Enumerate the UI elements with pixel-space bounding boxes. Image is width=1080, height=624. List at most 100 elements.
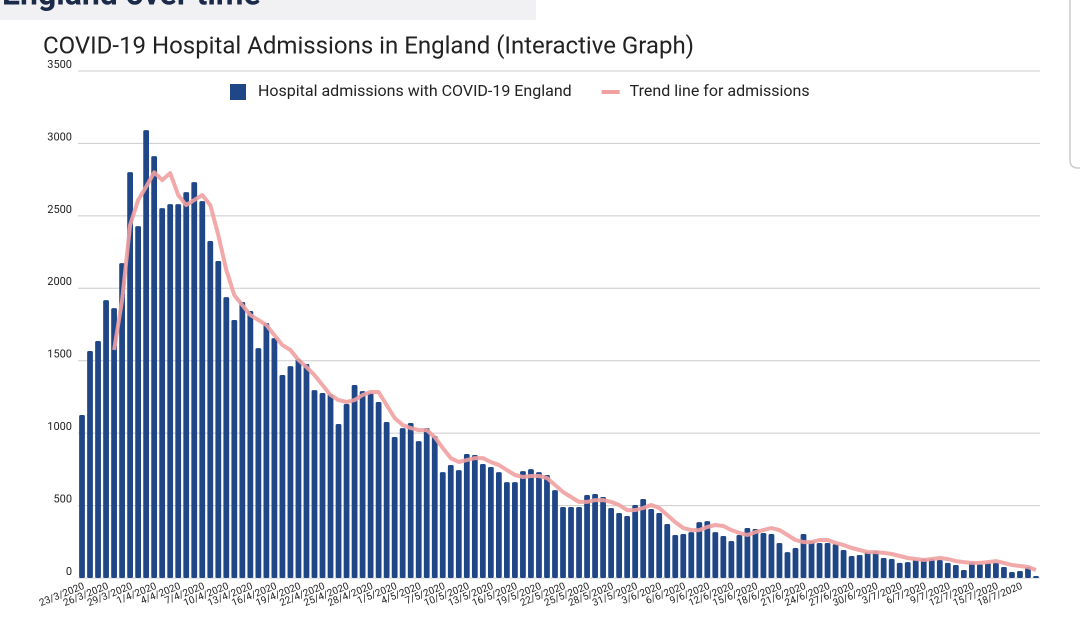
bar <box>439 472 446 578</box>
bar <box>295 359 302 578</box>
bar <box>1033 575 1039 578</box>
bar <box>127 172 133 578</box>
bar <box>608 508 614 578</box>
bar <box>271 338 278 578</box>
bar <box>696 522 703 578</box>
bar <box>624 516 631 578</box>
bar <box>920 559 927 578</box>
bar <box>784 552 791 578</box>
page-heading: England over time <box>2 0 261 12</box>
bar <box>792 548 799 578</box>
bar <box>768 533 775 578</box>
bar <box>560 507 566 578</box>
bar <box>391 437 398 578</box>
bar <box>1001 566 1007 578</box>
bar <box>993 562 999 578</box>
bar <box>896 562 903 578</box>
bar <box>263 323 270 578</box>
bar <box>960 570 967 578</box>
bar <box>95 341 101 578</box>
bar <box>447 465 454 578</box>
bar <box>199 201 206 578</box>
bar <box>495 472 502 578</box>
bar <box>319 393 326 578</box>
bar <box>632 504 639 578</box>
bar <box>944 562 951 578</box>
bar <box>832 543 839 578</box>
bar <box>848 555 855 578</box>
bar <box>79 415 85 578</box>
bar <box>640 499 647 578</box>
bar <box>159 208 166 578</box>
bar <box>856 554 863 578</box>
bar <box>207 241 214 578</box>
bar <box>928 559 935 578</box>
bar <box>255 348 262 578</box>
panel-edge <box>1069 0 1080 169</box>
bar <box>247 311 254 578</box>
bar <box>223 297 230 578</box>
bar <box>688 532 695 578</box>
bar <box>487 467 494 578</box>
bar <box>568 507 574 578</box>
bar <box>335 424 342 578</box>
bar <box>151 156 158 578</box>
bar <box>648 509 655 578</box>
bar <box>87 351 93 578</box>
y-tick-label: 500 <box>53 492 72 505</box>
y-tick-label: 0 <box>66 565 72 578</box>
y-tick-label: 3500 <box>47 58 72 71</box>
bar <box>463 454 470 578</box>
bar <box>183 192 190 578</box>
legend: Hospital admissions with COVID-19 Englan… <box>230 81 810 100</box>
bar <box>1025 566 1031 578</box>
bar <box>279 375 286 578</box>
bar <box>1017 571 1023 578</box>
bar <box>584 494 590 578</box>
bar <box>816 542 823 578</box>
bar <box>287 366 294 578</box>
y-tick-label: 1500 <box>47 348 72 361</box>
bar <box>175 204 182 578</box>
y-tick-label: 3000 <box>47 130 72 143</box>
bar <box>455 470 462 578</box>
bar <box>616 512 623 578</box>
legend-label: Hospital admissions with COVID-19 Englan… <box>258 81 572 100</box>
legend-label: Trend line for admissions <box>630 81 810 100</box>
bar <box>367 393 374 578</box>
bar <box>760 532 767 578</box>
bar <box>912 560 919 578</box>
bar <box>399 428 406 578</box>
bar <box>808 541 815 578</box>
x-tick-label: 18/7/2020 <box>976 581 1025 609</box>
bar <box>528 469 534 578</box>
bar <box>680 533 687 578</box>
bar <box>431 436 438 578</box>
bar <box>119 263 125 578</box>
y-tick-label: 2500 <box>47 203 72 216</box>
bar <box>1009 572 1015 578</box>
bar <box>880 558 887 578</box>
bar <box>704 521 711 578</box>
bar <box>231 320 238 578</box>
bar <box>327 394 334 578</box>
bar <box>143 130 150 578</box>
bar <box>311 390 318 578</box>
legend-swatch <box>230 84 246 100</box>
y-tick-label: 2000 <box>47 275 72 288</box>
bar <box>303 364 310 578</box>
bar <box>672 534 679 578</box>
bar <box>712 532 719 578</box>
bar <box>720 535 727 578</box>
bar <box>375 401 382 578</box>
bar <box>471 455 478 578</box>
header-band <box>0 0 536 20</box>
bar <box>872 551 879 578</box>
y-tick-label: 1000 <box>47 420 72 433</box>
bar <box>351 385 358 578</box>
bar <box>407 423 414 578</box>
bar <box>656 512 663 578</box>
bar <box>800 533 807 578</box>
